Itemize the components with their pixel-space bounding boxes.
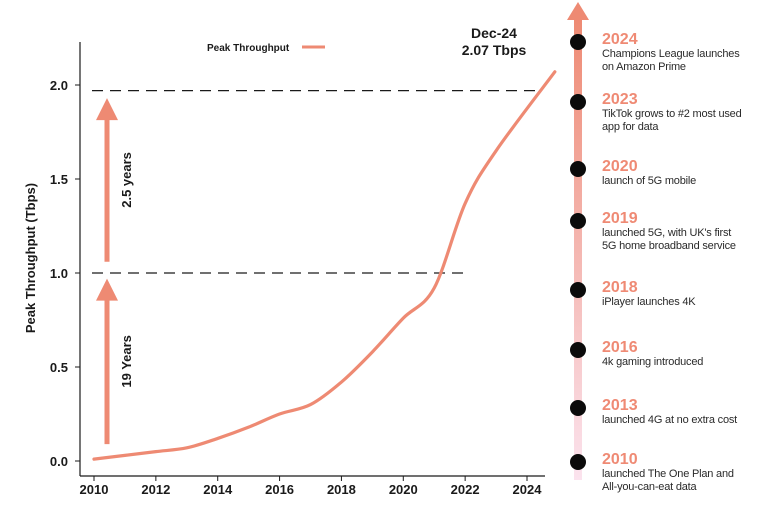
legend-label: Peak Throughput: [207, 43, 290, 54]
y-tick-label: 2.0: [50, 78, 68, 93]
y-axis-title: Peak Throughput (Tbps): [23, 183, 38, 333]
x-tick-label: 2018: [327, 482, 356, 497]
series-line-peak-throughput: [92, 70, 557, 461]
x-tick-label: 2022: [451, 482, 480, 497]
y-tick-label: 1.0: [50, 266, 68, 281]
callout-value: 2.07 Tbps: [462, 42, 527, 58]
y-tick-label: 1.5: [50, 172, 68, 187]
x-tick-label: 2024: [513, 482, 543, 497]
callout-date: Dec-24: [471, 25, 517, 41]
x-tick-label: 2016: [265, 482, 294, 497]
timeline-bar: [574, 18, 582, 480]
y-tick-label: 0.0: [50, 454, 68, 469]
x-tick-label: 2010: [80, 482, 109, 497]
x-tick-label: 2014: [203, 482, 233, 497]
annotation-arrow: 19 Years: [96, 278, 134, 445]
y-tick-label: 0.5: [50, 360, 68, 375]
annotation-arrow-head: [96, 98, 118, 121]
timeline-arrowhead: [567, 2, 589, 20]
annotation-label: 19 Years: [119, 335, 134, 388]
annotation-arrow-head: [96, 278, 118, 301]
legend: Peak Throughput: [207, 43, 325, 54]
x-tick-label: 2012: [141, 482, 170, 497]
annotation-label: 2.5 years: [119, 152, 134, 208]
annotation-arrow: 2.5 years: [96, 98, 134, 262]
x-tick-label: 2020: [389, 482, 418, 497]
